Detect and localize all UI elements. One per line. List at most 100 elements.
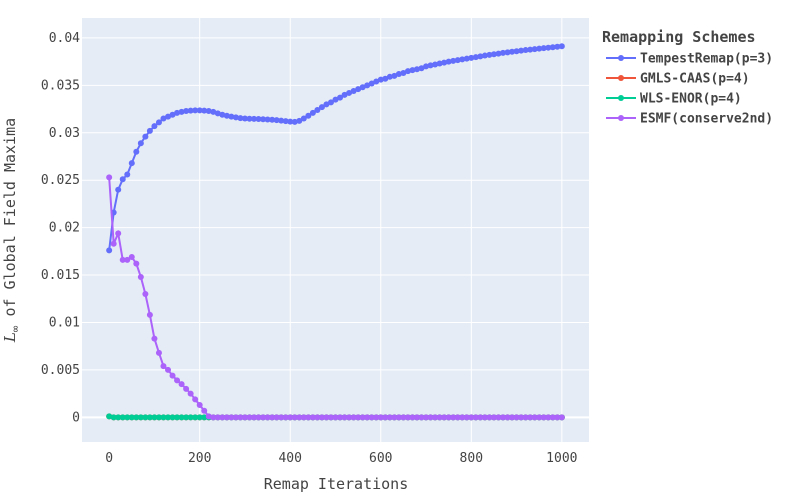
data-point — [273, 414, 280, 421]
data-point — [554, 414, 561, 421]
data-point — [246, 115, 253, 122]
data-point — [509, 48, 516, 55]
data-point — [128, 254, 135, 261]
y-tick-label: 0.04 — [49, 31, 80, 46]
data-point — [165, 366, 172, 373]
data-point — [504, 49, 511, 56]
data-point — [174, 377, 181, 384]
data-point — [119, 176, 126, 183]
data-point — [264, 414, 271, 421]
data-point — [536, 45, 543, 52]
data-point — [518, 47, 525, 54]
data-point — [386, 73, 393, 80]
data-point — [531, 414, 538, 421]
data-point — [355, 86, 362, 93]
data-point — [174, 109, 181, 116]
data-point — [178, 381, 185, 388]
legend-item[interactable]: ESMF(conserve2nd) — [606, 112, 773, 127]
data-point — [214, 110, 221, 117]
data-point — [423, 414, 430, 421]
data-point — [391, 72, 398, 79]
data-point — [278, 117, 285, 124]
data-point — [237, 115, 244, 122]
data-point — [441, 414, 448, 421]
data-point — [450, 414, 457, 421]
data-point — [124, 256, 131, 263]
data-point — [282, 118, 289, 125]
data-point — [359, 414, 366, 421]
y-tick-label: 0.01 — [49, 315, 80, 330]
y-tick-label: 0.03 — [49, 126, 80, 141]
data-point — [427, 62, 434, 69]
data-point — [106, 174, 113, 181]
data-point — [219, 414, 226, 421]
y-axis-title-subscript: ∞ — [9, 325, 22, 332]
data-point — [509, 414, 516, 421]
data-point — [472, 414, 479, 421]
data-point — [540, 45, 547, 52]
data-point — [314, 414, 321, 421]
data-point — [160, 363, 167, 370]
data-point — [110, 414, 117, 421]
data-point — [346, 89, 353, 96]
data-point — [382, 75, 389, 82]
data-point — [373, 414, 380, 421]
data-point — [558, 414, 565, 421]
legend-item[interactable]: TempestRemap(p=3) — [606, 52, 773, 67]
data-point — [146, 127, 153, 134]
data-point — [395, 414, 402, 421]
data-point — [241, 414, 248, 421]
data-point — [282, 414, 289, 421]
data-point — [337, 414, 344, 421]
data-point — [178, 414, 185, 421]
data-point — [201, 107, 208, 114]
data-point — [232, 114, 239, 121]
data-point — [418, 65, 425, 72]
data-point — [504, 414, 511, 421]
data-point — [124, 171, 131, 178]
x-axis-ticks: 0 200 400 600 800 1000 — [105, 451, 577, 466]
data-point — [337, 94, 344, 101]
data-point — [192, 107, 199, 114]
data-point — [499, 414, 506, 421]
data-point — [128, 414, 135, 421]
data-point — [183, 414, 190, 421]
data-point — [318, 414, 325, 421]
data-point — [196, 414, 203, 421]
data-point — [146, 311, 153, 318]
data-point — [364, 82, 371, 89]
data-point — [241, 115, 248, 122]
y-tick-label: 0.015 — [41, 268, 80, 283]
data-point — [269, 414, 276, 421]
data-point — [409, 414, 416, 421]
data-point — [418, 414, 425, 421]
data-point — [232, 414, 239, 421]
legend-item[interactable]: WLS-ENOR(p=4) — [606, 92, 742, 107]
x-tick-label: 800 — [460, 451, 483, 466]
legend-label: TempestRemap(p=3) — [640, 52, 773, 67]
data-point — [169, 414, 176, 421]
data-point — [237, 414, 244, 421]
data-point — [445, 58, 452, 65]
data-point — [137, 273, 144, 280]
data-point — [309, 109, 316, 116]
data-point — [155, 414, 162, 421]
data-point — [115, 186, 122, 193]
legend-item[interactable]: GMLS-CAAS(p=4) — [606, 72, 750, 87]
data-point — [432, 414, 439, 421]
data-point — [142, 133, 149, 140]
data-point — [377, 414, 384, 421]
data-point — [110, 240, 117, 247]
data-point — [201, 414, 208, 421]
data-point — [481, 52, 488, 59]
data-point — [454, 414, 461, 421]
data-point — [395, 70, 402, 77]
data-point — [155, 349, 162, 356]
data-point — [373, 78, 380, 85]
data-point — [142, 414, 149, 421]
data-point — [219, 111, 226, 118]
data-point — [468, 414, 475, 421]
data-point — [187, 414, 194, 421]
data-point — [133, 148, 140, 155]
data-point — [192, 396, 199, 403]
